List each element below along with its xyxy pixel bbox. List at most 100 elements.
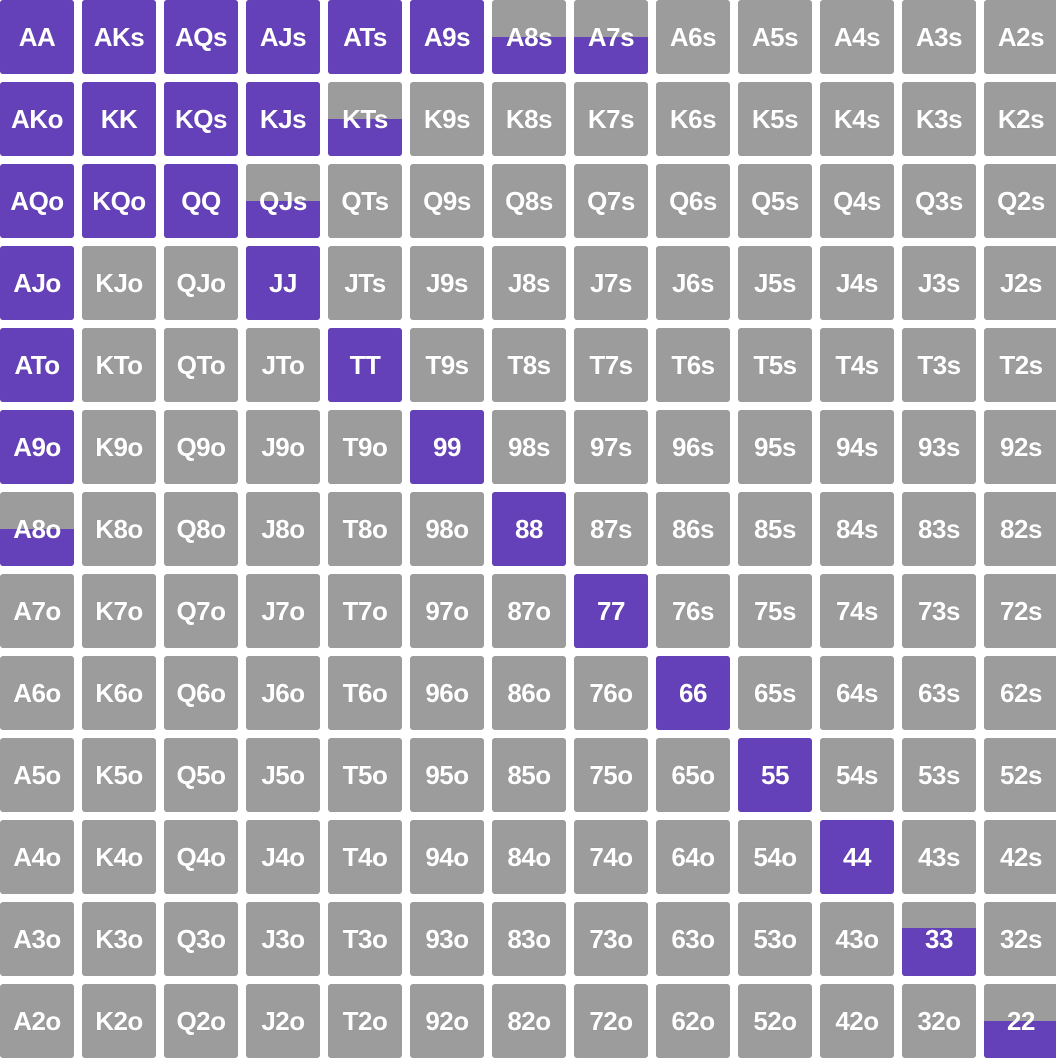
hand-cell-q2s[interactable]: Q2s <box>984 164 1056 238</box>
hand-cell-t5o[interactable]: T5o <box>328 738 402 812</box>
hand-cell-t4s[interactable]: T4s <box>820 328 894 402</box>
hand-cell-98o[interactable]: 98o <box>410 492 484 566</box>
hand-cell-t6o[interactable]: T6o <box>328 656 402 730</box>
hand-cell-qjs[interactable]: QJs <box>246 164 320 238</box>
hand-cell-k6o[interactable]: K6o <box>82 656 156 730</box>
hand-cell-a3s[interactable]: A3s <box>902 0 976 74</box>
hand-cell-93s[interactable]: 93s <box>902 410 976 484</box>
hand-cell-62s[interactable]: 62s <box>984 656 1056 730</box>
hand-cell-aqo[interactable]: AQo <box>0 164 74 238</box>
hand-cell-j7s[interactable]: J7s <box>574 246 648 320</box>
hand-cell-j8s[interactable]: J8s <box>492 246 566 320</box>
hand-cell-76o[interactable]: 76o <box>574 656 648 730</box>
hand-cell-j3s[interactable]: J3s <box>902 246 976 320</box>
hand-cell-63s[interactable]: 63s <box>902 656 976 730</box>
hand-cell-76s[interactable]: 76s <box>656 574 730 648</box>
hand-cell-97s[interactable]: 97s <box>574 410 648 484</box>
hand-cell-97o[interactable]: 97o <box>410 574 484 648</box>
hand-cell-99[interactable]: 99 <box>410 410 484 484</box>
hand-cell-t8o[interactable]: T8o <box>328 492 402 566</box>
hand-cell-kqs[interactable]: KQs <box>164 82 238 156</box>
hand-cell-84o[interactable]: 84o <box>492 820 566 894</box>
hand-cell-64s[interactable]: 64s <box>820 656 894 730</box>
hand-cell-q7s[interactable]: Q7s <box>574 164 648 238</box>
hand-cell-a3o[interactable]: A3o <box>0 902 74 976</box>
hand-cell-a7s[interactable]: A7s <box>574 0 648 74</box>
hand-cell-j9s[interactable]: J9s <box>410 246 484 320</box>
hand-cell-22[interactable]: 22 <box>984 984 1056 1058</box>
hand-cell-q5s[interactable]: Q5s <box>738 164 812 238</box>
hand-cell-72s[interactable]: 72s <box>984 574 1056 648</box>
hand-cell-54s[interactable]: 54s <box>820 738 894 812</box>
hand-cell-q9s[interactable]: Q9s <box>410 164 484 238</box>
hand-cell-52s[interactable]: 52s <box>984 738 1056 812</box>
hand-cell-a8o[interactable]: A8o <box>0 492 74 566</box>
hand-cell-t9o[interactable]: T9o <box>328 410 402 484</box>
hand-cell-87s[interactable]: 87s <box>574 492 648 566</box>
hand-cell-55[interactable]: 55 <box>738 738 812 812</box>
hand-cell-92o[interactable]: 92o <box>410 984 484 1058</box>
hand-cell-a5o[interactable]: A5o <box>0 738 74 812</box>
hand-cell-88[interactable]: 88 <box>492 492 566 566</box>
hand-cell-94o[interactable]: 94o <box>410 820 484 894</box>
hand-cell-j5s[interactable]: J5s <box>738 246 812 320</box>
hand-cell-a6s[interactable]: A6s <box>656 0 730 74</box>
hand-cell-jto[interactable]: JTo <box>246 328 320 402</box>
hand-cell-a8s[interactable]: A8s <box>492 0 566 74</box>
hand-cell-54o[interactable]: 54o <box>738 820 812 894</box>
hand-cell-a5s[interactable]: A5s <box>738 0 812 74</box>
hand-cell-ajo[interactable]: AJo <box>0 246 74 320</box>
hand-cell-q3s[interactable]: Q3s <box>902 164 976 238</box>
hand-cell-t6s[interactable]: T6s <box>656 328 730 402</box>
hand-cell-kjs[interactable]: KJs <box>246 82 320 156</box>
hand-cell-j3o[interactable]: J3o <box>246 902 320 976</box>
hand-cell-q7o[interactable]: Q7o <box>164 574 238 648</box>
hand-cell-43o[interactable]: 43o <box>820 902 894 976</box>
hand-cell-t3s[interactable]: T3s <box>902 328 976 402</box>
hand-cell-k8o[interactable]: K8o <box>82 492 156 566</box>
hand-cell-a4s[interactable]: A4s <box>820 0 894 74</box>
hand-cell-43s[interactable]: 43s <box>902 820 976 894</box>
hand-cell-q8o[interactable]: Q8o <box>164 492 238 566</box>
hand-cell-k4o[interactable]: K4o <box>82 820 156 894</box>
hand-cell-q6s[interactable]: Q6s <box>656 164 730 238</box>
hand-cell-aa[interactable]: AA <box>0 0 74 74</box>
hand-cell-42o[interactable]: 42o <box>820 984 894 1058</box>
hand-cell-98s[interactable]: 98s <box>492 410 566 484</box>
hand-cell-66[interactable]: 66 <box>656 656 730 730</box>
hand-cell-jj[interactable]: JJ <box>246 246 320 320</box>
hand-cell-65s[interactable]: 65s <box>738 656 812 730</box>
hand-cell-q9o[interactable]: Q9o <box>164 410 238 484</box>
hand-cell-kqo[interactable]: KQo <box>82 164 156 238</box>
hand-cell-95o[interactable]: 95o <box>410 738 484 812</box>
hand-cell-k7o[interactable]: K7o <box>82 574 156 648</box>
hand-cell-aks[interactable]: AKs <box>82 0 156 74</box>
hand-cell-ato[interactable]: ATo <box>0 328 74 402</box>
hand-cell-62o[interactable]: 62o <box>656 984 730 1058</box>
hand-cell-96s[interactable]: 96s <box>656 410 730 484</box>
hand-cell-aqs[interactable]: AQs <box>164 0 238 74</box>
hand-cell-73s[interactable]: 73s <box>902 574 976 648</box>
hand-cell-74o[interactable]: 74o <box>574 820 648 894</box>
hand-cell-a9o[interactable]: A9o <box>0 410 74 484</box>
hand-cell-a9s[interactable]: A9s <box>410 0 484 74</box>
hand-cell-t3o[interactable]: T3o <box>328 902 402 976</box>
hand-cell-75s[interactable]: 75s <box>738 574 812 648</box>
hand-cell-64o[interactable]: 64o <box>656 820 730 894</box>
hand-cell-83o[interactable]: 83o <box>492 902 566 976</box>
hand-cell-j2o[interactable]: J2o <box>246 984 320 1058</box>
hand-cell-q4s[interactable]: Q4s <box>820 164 894 238</box>
hand-cell-k5s[interactable]: K5s <box>738 82 812 156</box>
hand-cell-k7s[interactable]: K7s <box>574 82 648 156</box>
hand-cell-j6s[interactable]: J6s <box>656 246 730 320</box>
hand-cell-83s[interactable]: 83s <box>902 492 976 566</box>
hand-cell-75o[interactable]: 75o <box>574 738 648 812</box>
hand-cell-t2s[interactable]: T2s <box>984 328 1056 402</box>
hand-cell-k2s[interactable]: K2s <box>984 82 1056 156</box>
hand-cell-a6o[interactable]: A6o <box>0 656 74 730</box>
hand-cell-a2s[interactable]: A2s <box>984 0 1056 74</box>
hand-cell-42s[interactable]: 42s <box>984 820 1056 894</box>
hand-cell-jts[interactable]: JTs <box>328 246 402 320</box>
hand-cell-53s[interactable]: 53s <box>902 738 976 812</box>
hand-cell-qjo[interactable]: QJo <box>164 246 238 320</box>
